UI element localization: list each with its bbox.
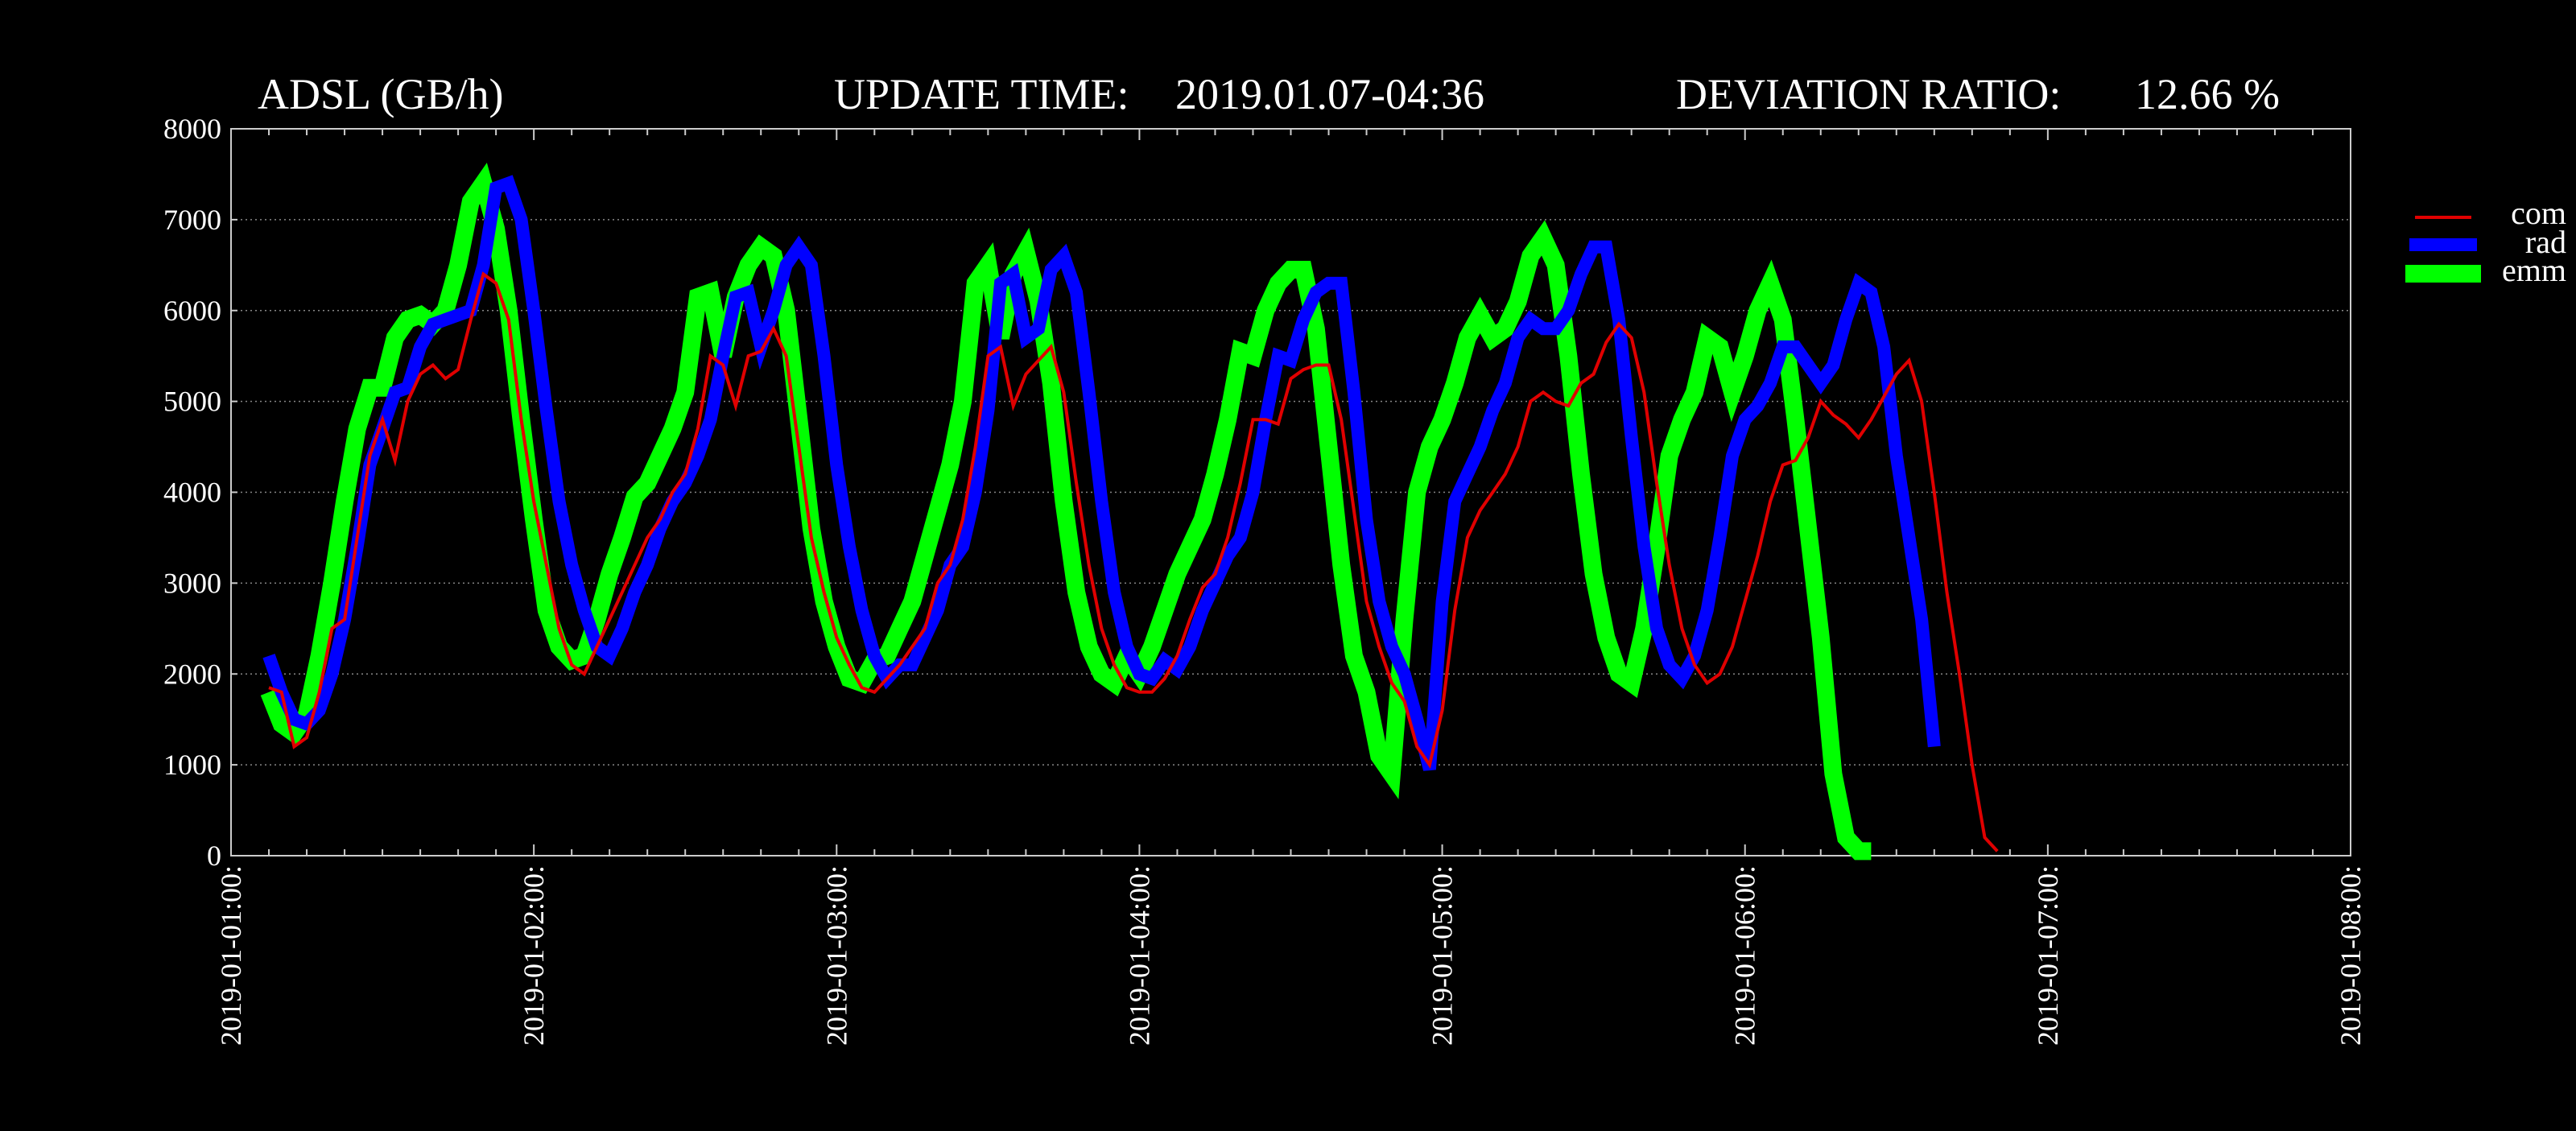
y-tick-label: 8000 [163,113,221,145]
x-tick-label: 2019-01-03:00: [820,865,852,1046]
update-time-label: UPDATE TIME: [834,70,1129,118]
x-tick-label: 2019-01-05:00: [1426,865,1459,1046]
deviation-ratio-value: 12.66 % [2135,70,2280,118]
legend-label-rad: rad [2525,224,2566,260]
series-lines [260,163,1999,861]
x-tick-label: 2019-01-01:00: [215,865,247,1046]
y-tick-label: 0 [207,840,221,872]
x-tick-label: 2019-01-04:00: [1123,865,1155,1046]
legend-label-emm: emm [2502,252,2566,288]
x-tick-label: 2019-01-02:00: [518,865,550,1046]
y-tick-label: 2000 [163,658,221,690]
deviation-ratio-label: DEVIATION RATIO: [1676,70,2061,118]
y-tick-label: 3000 [163,567,221,599]
chart-title: ADSL (GB/h) [258,70,504,118]
x-axis: 2019-01-01:00: 2019-01-02:00: 2019-01-03:0… [215,129,2367,1046]
update-time-value: 2019.01.07-04:36 [1175,70,1484,118]
series-line-emm [260,163,1872,861]
legend: com rad emm [2405,195,2566,288]
x-tick-label: 2019-01-06:00: [1729,865,1761,1046]
legend-label-com: com [2511,195,2566,231]
y-axis: 0 1000 2000 3000 4000 5000 6000 7000 8000 [163,113,237,872]
x-tick-label: 2019-01-07:00: [2032,865,2064,1046]
series-line-rad [262,175,1941,771]
x-tick-label: 2019-01-08:00: [2334,865,2367,1046]
y-tick-label: 6000 [163,295,221,327]
series-line-com [268,271,1999,852]
y-tick-label: 7000 [163,204,221,236]
y-tick-label: 4000 [163,477,221,509]
y-tick-label: 1000 [163,749,221,781]
y-tick-label: 5000 [163,386,221,418]
